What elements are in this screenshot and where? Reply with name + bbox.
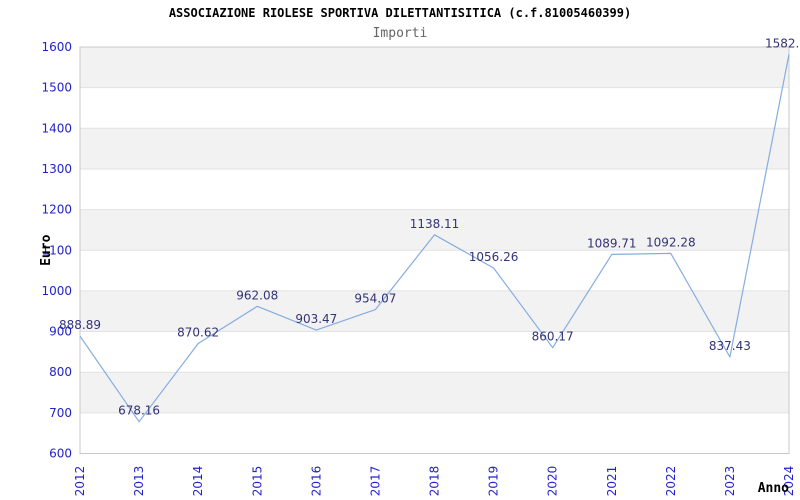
x-tick-label: 2013 [132,466,146,497]
y-tick-label: 1500 [41,81,72,95]
y-tick-label: 700 [49,406,72,420]
point-label: 903.47 [295,312,337,326]
y-tick-label: 900 [49,325,72,339]
y-tick-label: 1400 [41,121,72,135]
plot-band [80,128,789,169]
x-tick-label: 2017 [368,466,382,497]
point-label: 860.17 [532,330,574,344]
x-axis-title: Anno [758,481,789,496]
x-tick-label: 2015 [250,466,264,497]
point-label: 1056.26 [469,250,519,264]
y-tick-label: 1600 [41,40,72,54]
point-label: 888.89 [59,318,101,332]
y-tick-label: 1300 [41,162,72,176]
point-label: 962.08 [236,288,278,302]
data-line [79,54,790,423]
plot-band [80,47,789,88]
x-tick-label: 2020 [546,466,560,497]
plot-border [79,46,790,454]
plot-band [80,209,789,251]
x-tick-label: 2012 [73,466,87,497]
y-tick-label: 800 [49,365,72,379]
y-tick-label: 1200 [41,203,72,217]
point-label: 1089.71 [587,236,637,250]
x-tick-label: 2014 [191,466,205,497]
y-axis-title: Euro [39,234,54,265]
point-label: 1138.11 [410,217,460,231]
x-tick-label: 2018 [428,466,442,497]
y-tick-label: 1000 [41,284,72,298]
x-tick-label: 2024 [782,466,796,497]
x-tick-label: 2023 [723,466,737,497]
point-label: 1582.0 [765,36,800,50]
y-tick-label: 600 [49,447,72,461]
point-label: 837.43 [709,339,751,353]
x-tick-label: 2021 [605,466,619,497]
point-label: 954.07 [354,292,396,306]
point-label: 1092.28 [646,235,696,249]
point-label: 870.62 [177,325,219,339]
chart-title: ASSOCIAZIONE RIOLESE SPORTIVA DILETTANTI… [168,6,632,20]
plot-band [80,290,789,332]
x-tick-label: 2016 [309,466,323,497]
y-tick-label: 1100 [41,243,72,257]
x-tick-label: 2022 [664,466,678,497]
point-label: 678.16 [118,404,160,418]
chart-subtitle: Importi [372,26,428,41]
plot-band [80,372,789,413]
x-tick-label: 2019 [487,466,501,497]
